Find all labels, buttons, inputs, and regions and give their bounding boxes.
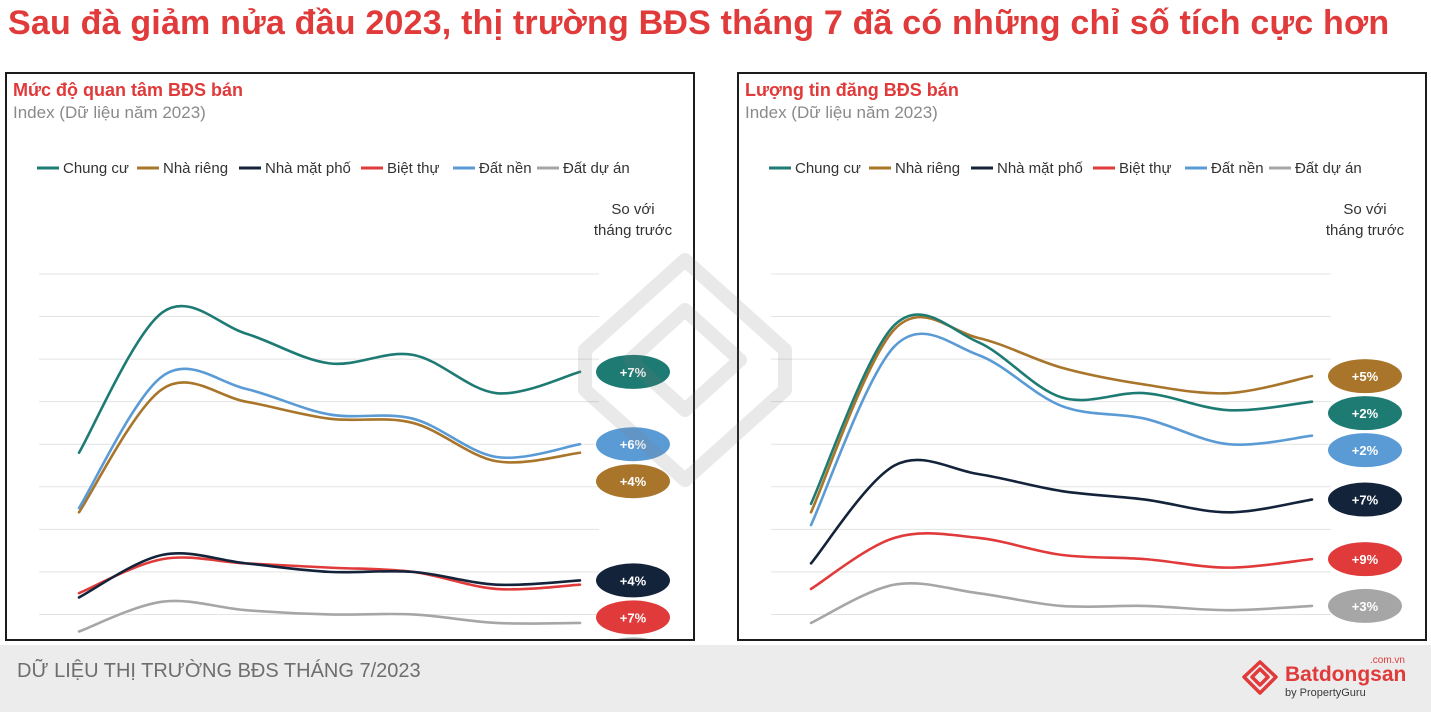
series-line-chung-cu [77, 304, 582, 455]
series-line-nha-mat-pho [77, 552, 582, 599]
footer-text: DỮ LIỆU THỊ TRƯỜNG BĐS THÁNG 7/2023 [17, 660, 421, 682]
badge-bg [1328, 542, 1402, 577]
chart-panel-interest: Mức độ quan tâm BĐS bán Index (Dữ liệu n… [5, 72, 695, 641]
series-line-dat-nen [809, 332, 1314, 527]
brand-by: by PropertyGuru [1285, 687, 1366, 699]
series-line-nha-rieng [809, 315, 1314, 514]
legend-label-chung-cu: Chung cư [63, 160, 129, 177]
badge-bg [617, 637, 649, 639]
legend-label-dat-nen: Đất nền [1211, 160, 1264, 177]
chart-subtitle: Index (Dữ liệu năm 2023) [13, 103, 206, 122]
legend-label-nha-mat-pho: Nhà mặt phố [265, 160, 352, 177]
legend-label-chung-cu: Chung cư [795, 160, 861, 177]
gridlines [771, 273, 1331, 615]
badge-label: +5% [1352, 369, 1379, 384]
change-badge-nha-mat-pho: +7% [1328, 482, 1402, 517]
legend-label-nha-rieng: Nhà riêng [163, 160, 228, 177]
change-badge-dat-du-an: +3% [617, 637, 649, 639]
series-line-chung-cu [809, 313, 1314, 506]
legend-label-dat-nen: Đất nền [479, 160, 532, 177]
series-line-dat-nen [77, 367, 582, 510]
series-line-biet-thu [809, 532, 1314, 591]
badge-bg [1328, 588, 1402, 623]
legend: Chung cư Nhà riêng Nhà mặt phố Biệt thự Đất … [769, 160, 1362, 177]
badge-bg [1328, 482, 1402, 517]
brand-name: Batdongsan [1285, 663, 1407, 686]
chart-panel-listings: Lượng tin đăng BĐS bán Index (Dữ liệu nă… [737, 72, 1427, 641]
footer: DỮ LIỆU THỊ TRƯỜNG BĐS THÁNG 7/2023 .com… [0, 645, 1431, 712]
badge-bg [596, 563, 670, 598]
change-badge-dat-du-an: +3% [1328, 588, 1402, 623]
legend-label-biet-thu: Biệt thự [387, 160, 440, 177]
badge-label: +7% [620, 610, 647, 625]
chart-subtitle: Index (Dữ liệu năm 2023) [745, 103, 938, 122]
badge-bg [596, 600, 670, 635]
brand-domain: .com.vn [1369, 655, 1405, 666]
change-badge-biet-thu: +9% [1328, 542, 1402, 577]
badge-bg [596, 464, 670, 499]
legend-label-dat-du-an: Đất dự án [563, 160, 630, 177]
change-badge-nha-mat-pho: +4% [596, 563, 670, 598]
chart-title: Mức độ quan tâm BĐS bán [13, 80, 244, 100]
compare-header: tháng trước [594, 222, 673, 239]
change-badge-nha-rieng: +4% [596, 464, 670, 499]
series-line-biet-thu [77, 556, 582, 595]
badge-bg [1328, 359, 1402, 394]
change-badge-dat-nen: +2% [1328, 433, 1402, 468]
legend-label-biet-thu: Biệt thự [1119, 160, 1172, 177]
change-badge-nha-rieng: +5% [1328, 359, 1402, 394]
badge-label: +7% [1352, 493, 1379, 508]
brand-logo: .com.vn Batdongsan by PropertyGuru [1241, 655, 1411, 703]
series-line-nha-mat-pho [809, 458, 1314, 565]
legend-label-nha-mat-pho: Nhà mặt phố [997, 160, 1084, 177]
badge-label: +2% [1352, 443, 1379, 458]
change-badge-chung-cu: +7% [596, 354, 670, 389]
badge-label: +6% [620, 437, 647, 452]
badge-bg [596, 427, 670, 462]
badge-bg [596, 354, 670, 389]
badge-label: +4% [620, 573, 647, 588]
badge-label: +7% [620, 365, 647, 380]
badge-label: +2% [1352, 406, 1379, 421]
series-line-dat-du-an [809, 581, 1314, 625]
change-badge-dat-nen: +6% [596, 427, 670, 462]
batdongsan-logo-icon [1242, 660, 1278, 695]
legend-label-dat-du-an: Đất dự án [1295, 160, 1362, 177]
compare-header: So với [1343, 201, 1386, 218]
compare-header: tháng trước [1326, 222, 1405, 239]
series-line-nha-rieng [77, 381, 582, 514]
badge-label: +4% [620, 474, 647, 489]
change-badge-chung-cu: +2% [1328, 396, 1402, 431]
change-badge-biet-thu: +7% [596, 600, 670, 635]
main-title: Sau đà giảm nửa đầu 2023, thị trường BĐS… [8, 4, 1390, 42]
gridlines [39, 273, 599, 615]
legend-label-nha-rieng: Nhà riêng [895, 160, 960, 177]
compare-header: So với [611, 201, 654, 218]
badge-label: +3% [1352, 599, 1379, 614]
legend: Chung cư Nhà riêng Nhà mặt phố Biệt thự Đất … [37, 160, 630, 177]
badge-label: +9% [1352, 552, 1379, 567]
chart-title: Lượng tin đăng BĐS bán [745, 80, 959, 100]
watermark-logo-icon [578, 253, 792, 487]
series-line-dat-du-an [77, 599, 582, 633]
badge-bg [1328, 396, 1402, 431]
badge-bg [1328, 433, 1402, 468]
